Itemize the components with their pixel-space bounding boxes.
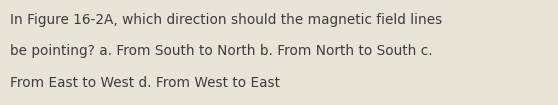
Text: From East to West d. From West to East: From East to West d. From West to East [10, 76, 280, 90]
Text: In Figure 16-2A, which direction should the magnetic field lines: In Figure 16-2A, which direction should … [10, 13, 442, 27]
Text: be pointing? a. From South to North b. From North to South c.: be pointing? a. From South to North b. F… [10, 44, 432, 58]
